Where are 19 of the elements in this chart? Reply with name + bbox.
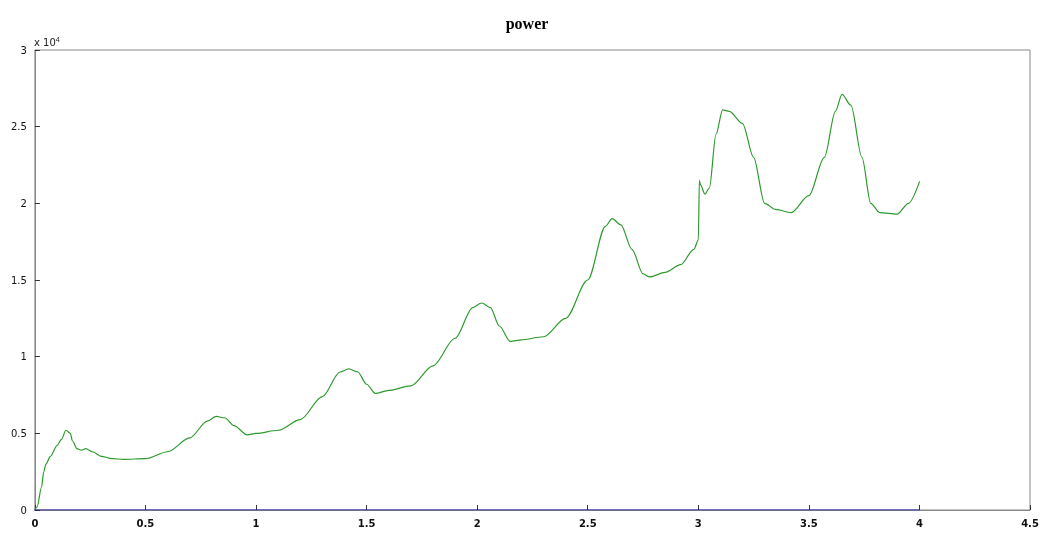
- chart-title: power: [505, 14, 549, 33]
- y-tick-label: 1: [20, 351, 27, 363]
- x-tick-label: 2: [473, 517, 481, 529]
- y-tick-label: 0: [20, 504, 27, 516]
- x-tick-label: 4.5: [1021, 517, 1039, 529]
- x-tick-label: 1: [252, 517, 260, 529]
- line-series: [34, 93, 921, 511]
- y-tick-label: 2.5: [11, 121, 27, 133]
- x-tick-label: 3: [694, 517, 702, 529]
- x-tick-label: 3.5: [800, 517, 818, 529]
- x-tick-label: 0.5: [136, 517, 155, 529]
- y-tick-label: 1.5: [11, 274, 27, 286]
- x-tick-label: 1.5: [357, 517, 376, 529]
- y-tick-label: 0.5: [11, 427, 27, 439]
- x-tick-label: 4: [915, 517, 923, 529]
- x-tick-label: 2.5: [578, 517, 597, 529]
- y-tick-label: 3: [20, 44, 27, 56]
- y-tick-label: 2: [20, 197, 27, 209]
- x-tick-label: 0: [31, 517, 39, 529]
